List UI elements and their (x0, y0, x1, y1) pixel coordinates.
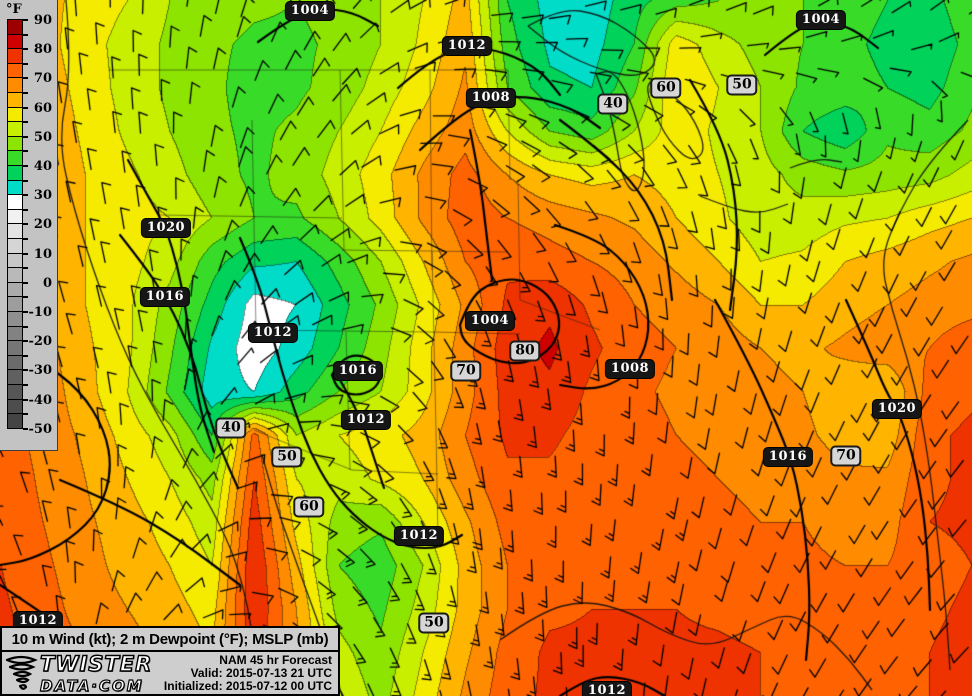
colorbar-cell (7, 62, 23, 79)
map-title-bar: 10 m Wind (kt); 2 m Dewpoint (°F); MSLP … (0, 626, 340, 652)
colorbar-tick-label: -10 (28, 305, 53, 320)
logo-line2: DATA·COM (39, 676, 144, 695)
colorbar-cell (7, 33, 23, 50)
colorbar-tick (23, 354, 28, 357)
colorbar-cell (7, 296, 23, 312)
colorbar-tick-label: 50 (33, 129, 52, 145)
colorbar-cell (7, 121, 23, 137)
colorbar-tick (23, 150, 28, 153)
tornado-icon (4, 654, 38, 692)
forecast-info: NAM 45 hr Forecast Valid: 2015-07-13 21 … (163, 652, 332, 693)
colorbar-tick (23, 165, 28, 167)
colorbar-cell (7, 135, 23, 152)
colorbar-tick (23, 92, 28, 94)
colorbar-tick-label: -20 (28, 334, 53, 350)
twisterdata-logo: TWISTER DATA·COM (4, 651, 153, 695)
colorbar-tick (23, 325, 28, 328)
colorbar-tick (23, 281, 28, 284)
colorbar-tick (23, 413, 28, 416)
colorbar-cell (7, 77, 23, 93)
colorbar-tick (23, 340, 28, 343)
colorbar-cell (7, 252, 23, 269)
forecast-valid-line: Valid: 2015-07-13 21 UTC (190, 665, 332, 680)
map-title: 10 m Wind (kt); 2 m Dewpoint (°F); MSLP … (11, 630, 329, 648)
colorbar-tick (23, 311, 28, 313)
colorbar-tick-label: 10 (33, 246, 52, 262)
colorbar-tick (23, 369, 28, 372)
colorbar-tick (23, 77, 28, 80)
colorbar-cell (7, 92, 23, 108)
colorbar-cell (7, 179, 23, 196)
colorbar-cell (7, 267, 23, 283)
colorbar-tick-label: 0 (42, 275, 52, 291)
colorbar-cell (7, 354, 23, 371)
colorbar-cell (7, 208, 23, 225)
colorbar-tick (23, 252, 28, 255)
colorbar-tick (23, 223, 28, 226)
colorbar-tick (23, 62, 28, 65)
dewpoint-colorbar: °F 90 80 70 60 50 40 30 20 10 0 -10 -20 -30 -40 -50 (0, 0, 58, 451)
colorbar-tick-label: 60 (33, 100, 52, 116)
colorbar-tick (23, 427, 28, 430)
colorbar-tick-label: 30 (33, 188, 52, 204)
colorbar-tick-label: 70 (33, 71, 52, 87)
colorbar-tick (23, 33, 28, 36)
colorbar-unit-label: °F (6, 2, 22, 17)
colorbar-tick-label: 90 (33, 13, 52, 28)
colorbar-tick (23, 48, 28, 51)
colorbar-tick-label: 80 (33, 42, 52, 58)
logo-text: TWISTER DATA·COM (39, 651, 153, 695)
colorbar-tick (23, 384, 28, 386)
colorbar-cell (7, 413, 23, 429)
colorbar-cell (7, 223, 23, 239)
colorbar-tick (23, 267, 28, 270)
colorbar-tick (23, 135, 28, 138)
colorbar-cell (7, 19, 23, 35)
colorbar-tick-label: 20 (33, 217, 52, 233)
colorbar-cell (7, 194, 23, 210)
colorbar-cell (7, 281, 23, 298)
colorbar-tick (23, 194, 28, 197)
colorbar-tick (23, 19, 28, 21)
colorbar-cell (7, 325, 23, 342)
colorbar-cell (7, 48, 23, 64)
colorbar-tick (23, 121, 28, 124)
colorbar-tick-label: -30 (28, 363, 53, 379)
colorbar-cell (7, 311, 23, 327)
colorbar-cell (7, 384, 23, 400)
colorbar-tick (23, 106, 28, 109)
colorbar-cell (7, 398, 23, 415)
credits-bar: TWISTER DATA·COM NAM 45 hr Forecast Vali… (0, 651, 340, 696)
colorbar-tick (23, 179, 28, 182)
colorbar-tick (23, 398, 28, 401)
colorbar-cell (7, 165, 23, 181)
forecast-init-line: Initialized: 2015-07-12 00 UTC (163, 678, 332, 693)
colorbar-cell (7, 340, 23, 356)
colorbar-cell (7, 238, 23, 254)
info-panel: 10 m Wind (kt); 2 m Dewpoint (°F); MSLP … (0, 626, 340, 696)
colorbar-cell (7, 106, 23, 123)
colorbar-tick-label: -40 (28, 392, 53, 408)
colorbar-tick (23, 296, 28, 299)
colorbar-tick-label: -50 (28, 421, 53, 437)
colorbar-cell (7, 369, 23, 385)
colorbar-cell (7, 150, 23, 166)
logo-line1: TWISTER (39, 651, 153, 676)
colorbar-tick (23, 238, 28, 240)
colorbar-tick-label: 40 (33, 159, 52, 174)
forecast-model-line: NAM 45 hr Forecast (219, 652, 332, 667)
colorbar-tick (23, 208, 28, 211)
